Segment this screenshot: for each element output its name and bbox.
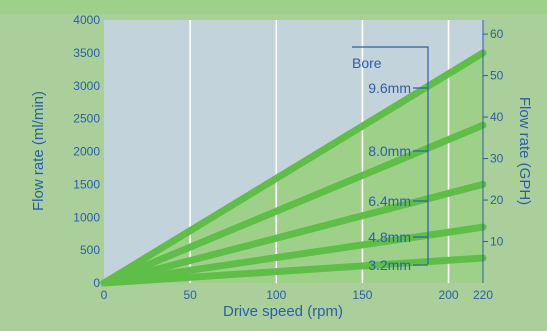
y-tick-label: 500 [80, 243, 100, 257]
x-tick-label: 150 [352, 288, 372, 302]
y-tick-label: 3000 [73, 79, 100, 93]
x-tick-label: 50 [183, 288, 197, 302]
x-tick-label: 0 [101, 288, 108, 302]
x-tick-label: 220 [473, 288, 493, 302]
series-label: 3.2mm [368, 257, 411, 273]
y-tick-label: 1000 [73, 210, 100, 224]
y-tick-label: 1500 [73, 177, 100, 191]
title-banner [0, 0, 547, 14]
y-right-tick-label: 10 [490, 235, 504, 249]
series-label: 9.6mm [368, 80, 411, 96]
x-tick-label: 100 [266, 288, 286, 302]
y-right-tick-label: 50 [490, 69, 504, 83]
x-axis-label: Drive speed (rpm) [223, 303, 343, 320]
series-label: 6.4mm [368, 193, 411, 209]
series-band [100, 49, 487, 287]
series-label: 4.8mm [368, 229, 411, 245]
y-tick-label: 2000 [73, 145, 100, 159]
y-right-tick-label: 60 [490, 27, 504, 41]
y-tick-label: 3500 [73, 46, 100, 60]
y-axis-label-right: Flow rate (GPH) [516, 97, 533, 205]
y-tick-label: 0 [93, 276, 100, 290]
series-label: 8.0mm [368, 143, 411, 159]
x-tick-label: 200 [439, 288, 459, 302]
y-right-tick-label: 40 [490, 110, 504, 124]
y-tick-label: 2500 [73, 112, 100, 126]
legend-bracket [352, 46, 429, 264]
legend-title: Bore [352, 55, 382, 71]
y-axis-label-left: Flow rate (ml/min) [30, 91, 47, 211]
y-right-tick-label: 30 [490, 152, 504, 166]
y-right-tick-label: 20 [490, 193, 504, 207]
series-band [100, 254, 487, 287]
y-tick-label: 4000 [73, 13, 100, 27]
